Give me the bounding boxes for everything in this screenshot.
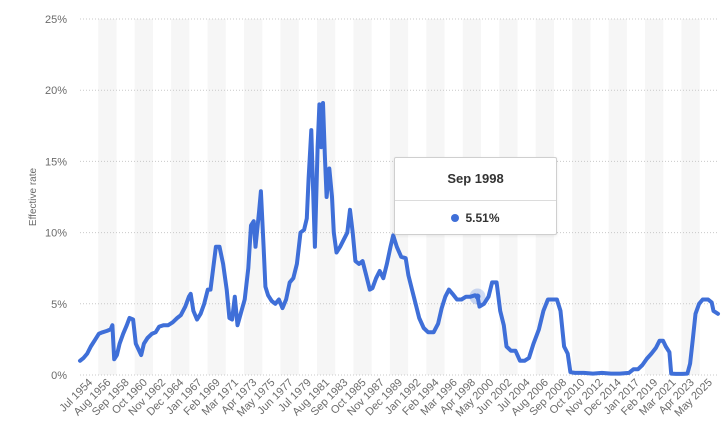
hover-marker-point[interactable] <box>474 293 481 300</box>
background-band <box>134 19 153 375</box>
tooltip-title: Sep 1998 <box>395 158 556 201</box>
y-tick-label: 10% <box>45 228 67 240</box>
background-band <box>207 19 226 375</box>
background-band <box>98 19 117 375</box>
y-tick-label: 20% <box>45 85 67 97</box>
background-band <box>244 19 263 375</box>
background-band <box>645 19 664 375</box>
tooltip-body: 5.51% <box>395 201 556 234</box>
data-tooltip: Sep 1998 5.51% <box>394 157 557 235</box>
background-band <box>572 19 591 375</box>
y-tick-label: 25% <box>45 14 67 26</box>
y-tick-label: 0% <box>51 370 67 382</box>
y-tick-label: 5% <box>51 299 67 311</box>
background-band <box>608 19 627 375</box>
y-tick-label: 15% <box>45 156 67 168</box>
series-dot-icon <box>451 213 460 222</box>
background-band <box>171 19 190 375</box>
series-line <box>78 101 720 376</box>
background-band <box>681 19 700 375</box>
background-band <box>280 19 299 375</box>
background-band <box>353 19 372 375</box>
y-axis-title: Effective rate <box>28 167 39 226</box>
tooltip-value: 5.51% <box>465 210 500 225</box>
